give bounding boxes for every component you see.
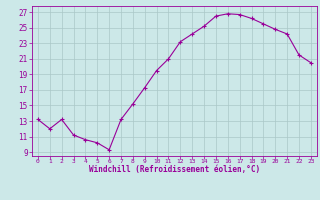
X-axis label: Windchill (Refroidissement éolien,°C): Windchill (Refroidissement éolien,°C): [89, 165, 260, 174]
